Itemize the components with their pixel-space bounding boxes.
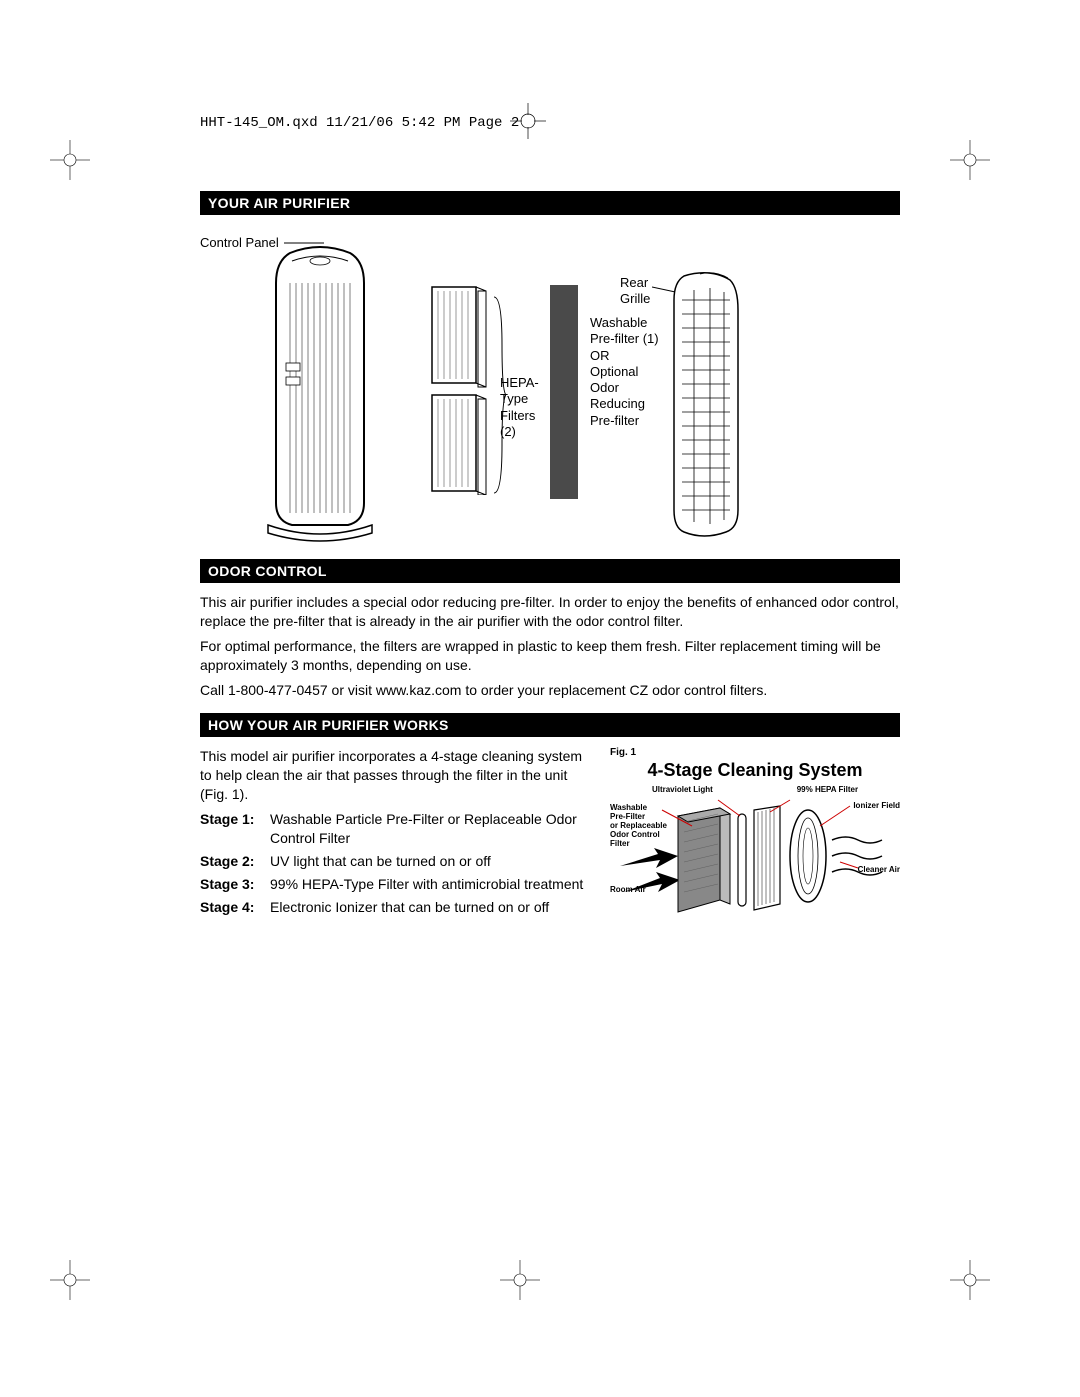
fig-room-air: Room Air — [610, 886, 646, 895]
stage-2-desc: UV light that can be turned on or off — [270, 852, 590, 871]
stage-3-label: Stage 3: — [200, 875, 270, 894]
fig-top-labels: Ultraviolet Light 99% HEPA Filter — [610, 785, 900, 794]
hepa-l3: Filters — [500, 408, 535, 423]
product-diagram: Control Panel — [200, 225, 900, 545]
pre-l4: Optional — [590, 364, 638, 379]
stage-1-desc: Washable Particle Pre-Filter or Replacea… — [270, 810, 590, 848]
fw-l1: Washable — [610, 803, 647, 812]
tower-illustration — [260, 243, 380, 548]
stage-3-desc: 99% HEPA-Type Filter with antimicrobial … — [270, 875, 590, 894]
page-content: HHT-145_OM.qxd 11/21/06 5:42 PM Page 2 Y… — [200, 115, 900, 926]
crop-mark-tr — [950, 140, 990, 180]
section-how-works: HOW YOUR AIR PURIFIER WORKS — [200, 713, 900, 737]
odor-p3: Call 1-800-477-0457 or visit www.kaz.com… — [200, 681, 900, 700]
odor-p1: This air purifier includes a special odo… — [200, 593, 900, 631]
stage-4-label: Stage 4: — [200, 898, 270, 917]
pre-l5: Odor — [590, 380, 619, 395]
label-rear-grille: Rear Grille — [620, 275, 650, 308]
crop-mark-br — [950, 1260, 990, 1300]
file-header: HHT-145_OM.qxd 11/21/06 5:42 PM Page 2 — [200, 115, 900, 131]
fig-washable-label: Washable Pre-Filter or Replaceable Odor … — [610, 804, 667, 848]
hepa-l4: (2) — [500, 424, 516, 439]
stage-1-label: Stage 1: — [200, 810, 270, 848]
how-works-text: This model air purifier incorporates a 4… — [200, 747, 590, 916]
section-your-air-purifier: YOUR AIR PURIFIER — [200, 191, 900, 215]
fig-caption: Fig. 1 — [610, 747, 900, 758]
fw-l5: Filter — [610, 839, 630, 848]
pre-l2: Pre-filter (1) — [590, 331, 659, 346]
label-prefilter: Washable Pre-filter (1) OR Optional Odor… — [590, 315, 659, 429]
fig-uv-label: Ultraviolet Light — [652, 785, 713, 794]
fw-l4: Odor Control — [610, 830, 660, 839]
stage-3: Stage 3: 99% HEPA-Type Filter with antim… — [200, 875, 590, 894]
fw-l3: or Replaceable — [610, 821, 667, 830]
fig-hepa-label: 99% HEPA Filter — [797, 785, 858, 794]
pre-l6: Reducing — [590, 396, 645, 411]
rear-l1: Rear — [620, 275, 648, 290]
stage-4: Stage 4: Electronic Ionizer that can be … — [200, 898, 590, 917]
crop-mark-tl — [50, 140, 90, 180]
hepa-l2: Type — [500, 391, 528, 406]
hepa-filters-illustration — [430, 285, 490, 500]
figure-1: Fig. 1 4-Stage Cleaning System Ultraviol… — [610, 747, 900, 926]
how-intro: This model air purifier incorporates a 4… — [200, 747, 590, 804]
pre-l3: OR — [590, 348, 610, 363]
fig-cleaner-air: Cleaner Air — [858, 866, 900, 875]
rear-grille-illustration — [670, 270, 742, 545]
hepa-l1: HEPA- — [500, 375, 539, 390]
stage-2-label: Stage 2: — [200, 852, 270, 871]
odor-prefilter-illustration — [550, 285, 578, 499]
stage-1: Stage 1: Washable Particle Pre-Filter or… — [200, 810, 590, 848]
fw-l2: Pre-Filter — [610, 812, 645, 821]
how-works-row: This model air purifier incorporates a 4… — [200, 747, 900, 926]
crop-mark-bc — [500, 1260, 540, 1300]
fig-title: 4-Stage Cleaning System — [610, 760, 900, 781]
label-hepa-filters: HEPA- Type Filters (2) — [500, 375, 539, 440]
file-header-text: HHT-145_OM.qxd 11/21/06 5:42 PM Page 2 — [200, 115, 519, 131]
fig-ionizer-label: Ionizer Field — [853, 802, 900, 811]
page-mark-icon — [510, 103, 546, 139]
rear-l2: Grille — [620, 291, 650, 306]
stage-4-desc: Electronic Ionizer that can be turned on… — [270, 898, 590, 917]
stage-2: Stage 2: UV light that can be turned on … — [200, 852, 590, 871]
pre-l1: Washable — [590, 315, 647, 330]
pre-l7: Pre-filter — [590, 413, 639, 428]
crop-mark-bl — [50, 1260, 90, 1300]
section-odor-control: ODOR CONTROL — [200, 559, 900, 583]
odor-p2: For optimal performance, the filters are… — [200, 637, 900, 675]
fig-diagram: Washable Pre-Filter or Replaceable Odor … — [610, 796, 900, 926]
